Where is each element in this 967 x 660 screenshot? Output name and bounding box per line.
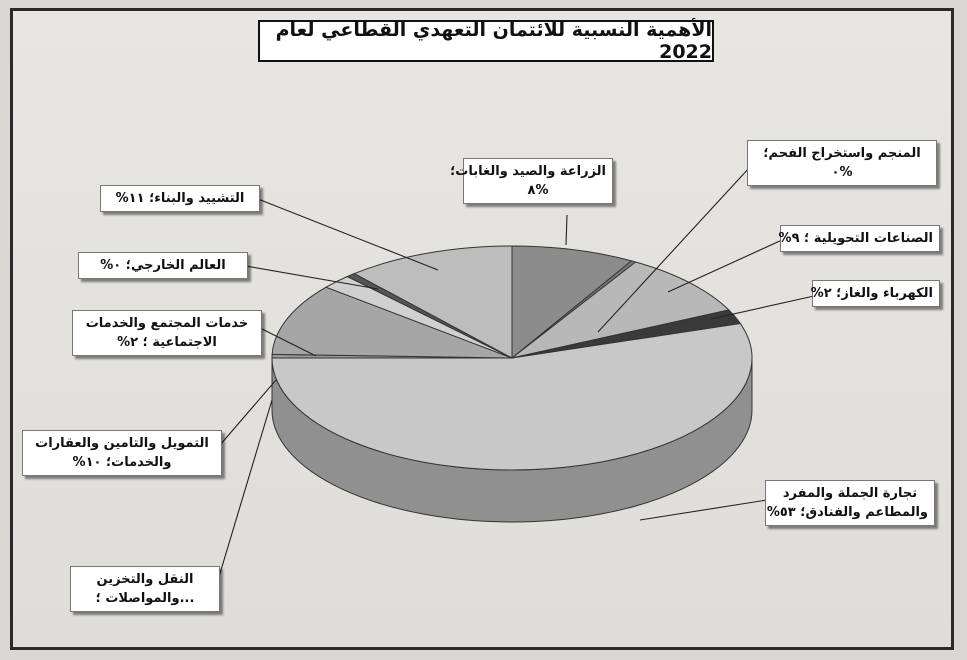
pie-slice-6: [271, 286, 513, 359]
leader-line-5: [217, 399, 273, 581]
slice-label-2: الصناعات التحويلية ؛ ٩%: [778, 225, 940, 252]
slice-label-5: النقل والتخزين ...والمواصلات ؛: [70, 566, 220, 612]
slice-label-7: خدمات المجتمع والخدمات الاجتماعية ؛ ٢%: [72, 310, 262, 356]
leader-line-6: [219, 379, 277, 446]
leader-line-8: [245, 265, 379, 290]
slice-label-line: %٨: [527, 183, 549, 198]
leader-line-9: [257, 198, 439, 271]
pie-slice-4: [271, 322, 753, 471]
slice-label-9: التشييد والبناء؛ ١١%: [100, 185, 260, 212]
slice-label-6: التمويل والتامين والعقارات والخدمات؛ ١٠%: [22, 430, 222, 476]
leader-line-7: [259, 327, 317, 357]
slice-label-line: المنجم واستخراج الفحم؛: [763, 146, 921, 161]
slice-label-1: المنجم واستخراج الفحم؛ %٠: [747, 140, 937, 186]
leader-line-0: [565, 214, 568, 246]
slice-label-line: العالم الخارجي؛ ٠%: [100, 258, 226, 273]
slice-label-3: الكهرباء والغاز؛ ٢%: [810, 280, 940, 307]
slice-label-line: ...والمواصلات ؛: [95, 591, 195, 606]
slice-label-line: النقل والتخزين: [96, 572, 194, 587]
slice-label-line: الزراعة والصيد والغابات؛: [450, 164, 606, 179]
leader-line-4: [639, 499, 768, 521]
slice-label-line: التشييد والبناء؛ ١١%: [115, 191, 245, 206]
slice-label-line: %٠: [831, 165, 853, 180]
slice-label-line: خدمات المجتمع والخدمات: [85, 316, 249, 331]
chart-title: الأهمية النسبية للائتمان التعهدي القطاعي…: [258, 19, 714, 63]
slice-label-line: الاجتماعية ؛ ٢%: [117, 335, 217, 350]
leader-line-2: [667, 239, 783, 293]
slice-label-line: الكهرباء والغاز؛ ٢%: [810, 286, 933, 301]
slice-label-line: الصناعات التحويلية ؛ ٩%: [778, 231, 933, 246]
slice-label-line: والمطاعم والفنادق؛ ٥٣%: [766, 505, 928, 520]
leader-line-1: [597, 166, 751, 333]
slice-label-line: التمويل والتامين والعقارات: [35, 436, 209, 451]
slice-label-8: العالم الخارجي؛ ٠%: [78, 252, 248, 279]
slice-label-0: الزراعة والصيد والغابات؛ %٨: [450, 158, 613, 204]
leader-line-3: [710, 295, 815, 320]
pie-slice-0: [511, 245, 633, 360]
pie-slice-9: [353, 245, 513, 359]
slice-label-line: تجارة الجملة والمفرد: [782, 486, 918, 501]
slice-label-4: تجارة الجملة والمفرد والمطاعم والفنادق؛ ٥…: [765, 480, 935, 526]
slice-label-line: والخدمات؛ ١٠%: [72, 455, 172, 470]
pie-slice-2: [511, 261, 730, 359]
